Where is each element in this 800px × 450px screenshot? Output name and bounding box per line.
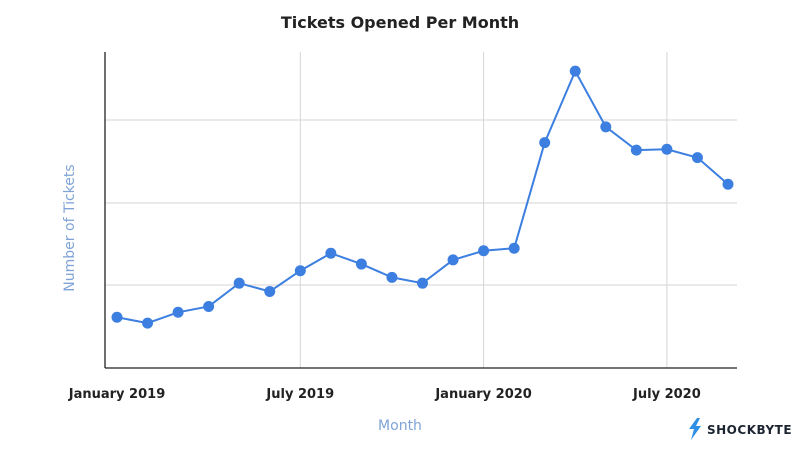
chart-title: Tickets Opened Per Month — [281, 13, 519, 32]
data-point — [722, 178, 734, 190]
data-point — [661, 143, 673, 155]
brand-logo: SHOCKBYTE — [689, 418, 792, 440]
brand-name: SHOCKBYTE — [707, 423, 792, 437]
data-point — [203, 300, 215, 312]
data-point — [264, 285, 276, 297]
x-tick-label: January 2020 — [434, 387, 531, 402]
data-point — [447, 254, 459, 266]
data-point — [569, 65, 581, 77]
data-point — [386, 271, 398, 283]
x-tick-label: January 2019 — [68, 387, 165, 402]
grid-lines — [105, 52, 737, 368]
x-tick-label: July 2019 — [265, 387, 334, 402]
lightning-bolt-icon — [689, 418, 701, 440]
data-point — [355, 258, 367, 270]
data-point — [508, 242, 520, 254]
data-point — [233, 277, 245, 289]
x-tick-label: July 2020 — [632, 387, 701, 402]
data-point — [142, 317, 154, 329]
data-point — [600, 121, 612, 133]
data-point — [111, 311, 123, 323]
data-point — [172, 306, 184, 318]
y-axis-title: Number of Tickets — [62, 164, 78, 291]
data-point — [294, 265, 306, 277]
data-point — [478, 245, 490, 257]
data-point — [325, 247, 337, 259]
data-point — [691, 152, 703, 164]
x-tick-labels: January 2019 July 2019 January 2020 July 20… — [68, 387, 701, 402]
data-point — [539, 137, 551, 149]
data-point — [630, 144, 642, 156]
series-tickets — [111, 65, 734, 329]
x-axis-title: Month — [378, 418, 422, 434]
data-point — [417, 277, 428, 289]
